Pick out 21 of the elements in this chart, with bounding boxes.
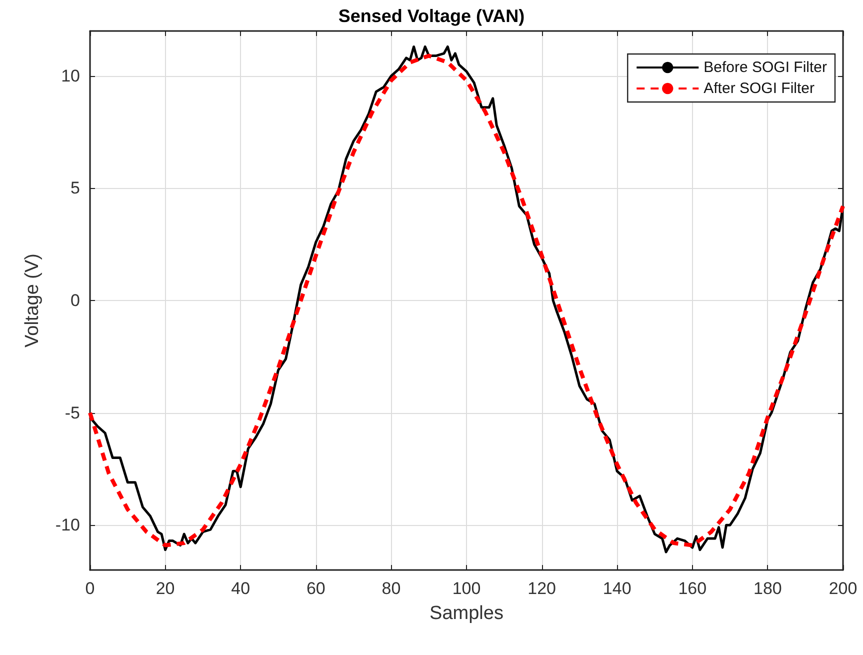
y-tick-label: -10 bbox=[55, 516, 80, 535]
legend-label: After SOGI Filter bbox=[704, 80, 814, 97]
x-tick-label: 80 bbox=[382, 579, 401, 598]
legend-label: Before SOGI Filter bbox=[704, 59, 828, 76]
x-tick-label: 0 bbox=[85, 579, 95, 598]
y-tick-label: -5 bbox=[64, 403, 80, 422]
y-tick-label: 0 bbox=[70, 291, 80, 310]
y-tick-label: 5 bbox=[70, 178, 80, 198]
x-tick-label: 40 bbox=[231, 579, 250, 598]
x-tick-label: 160 bbox=[678, 579, 707, 598]
y-tick-label: 10 bbox=[61, 66, 80, 86]
x-tick-label: 120 bbox=[528, 579, 556, 598]
x-tick-label: 100 bbox=[452, 579, 481, 598]
x-tick-label: 140 bbox=[602, 579, 632, 598]
x-axis-title: Samples bbox=[430, 603, 504, 624]
x-tick-label: 60 bbox=[306, 579, 326, 598]
chart-title: Sensed Voltage (VAN) bbox=[338, 6, 525, 26]
y-axis-title: Voltage (V) bbox=[22, 254, 43, 348]
x-tick-label: 200 bbox=[828, 579, 858, 598]
x-tick-label: 20 bbox=[156, 579, 175, 598]
x-tick-label: 180 bbox=[754, 579, 782, 598]
